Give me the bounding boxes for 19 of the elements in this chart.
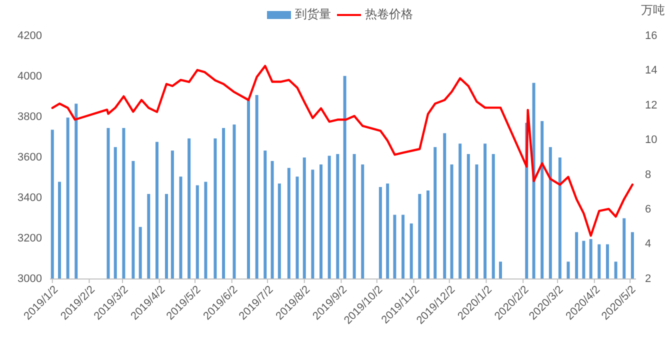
y2-tick-label: 16 — [645, 30, 658, 42]
y2-tick-label: 10 — [645, 134, 658, 146]
y-tick-label: 4000 — [18, 70, 42, 82]
y-tick-label: 4200 — [18, 30, 42, 42]
y2-tick-label: 2 — [645, 272, 652, 285]
y2-tick-label: 6 — [645, 203, 652, 216]
y2-axis-title: 万吨 — [641, 3, 665, 17]
legend-label: 热卷价格 — [365, 7, 413, 22]
y-tick-label: 3600 — [18, 151, 42, 164]
y-tick-label: 3400 — [18, 192, 42, 204]
y2-tick-label: 12 — [645, 99, 658, 112]
line-series — [51, 64, 634, 237]
y-tick-label: 3800 — [18, 110, 42, 123]
y-tick-label: 3000 — [18, 272, 42, 285]
y2-tick-label: 14 — [645, 64, 658, 77]
y-tick-label: 3200 — [18, 232, 42, 244]
legend-label: 到货量 — [295, 7, 331, 22]
y2-tick-label: 8 — [645, 168, 652, 181]
y2-tick-label: 4 — [645, 238, 652, 250]
